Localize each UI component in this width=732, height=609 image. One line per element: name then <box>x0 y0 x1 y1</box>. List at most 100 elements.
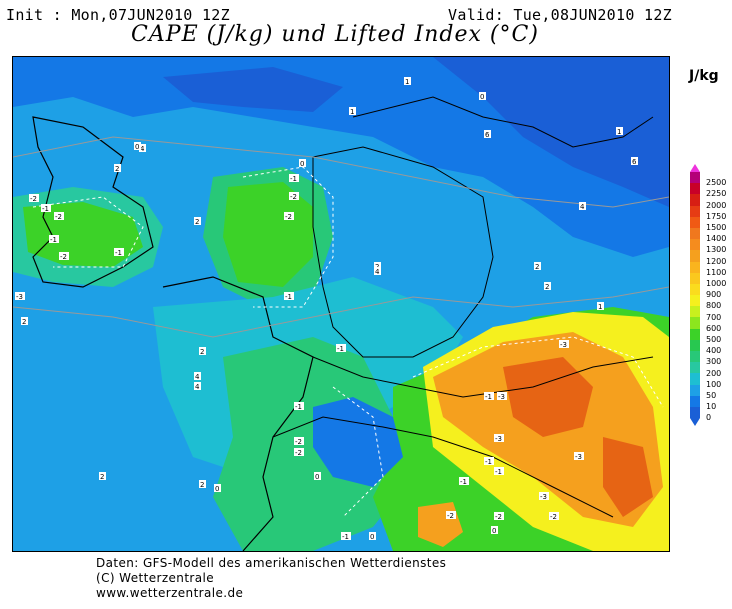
li-label: -2 <box>549 512 559 521</box>
svg-text:1: 1 <box>617 128 621 136</box>
svg-text:-2: -2 <box>60 253 67 261</box>
legend-swatch <box>690 250 700 262</box>
li-label: 6 <box>631 157 638 166</box>
legend-label: 0 <box>706 413 712 423</box>
li-label: -1 <box>484 392 494 401</box>
legend-label: 400 <box>706 346 722 356</box>
li-label: -1 <box>41 204 51 213</box>
valid-time: Valid: Tue,08JUN2010 12Z <box>448 6 672 24</box>
li-label: 2 <box>114 164 121 173</box>
li-label: -2 <box>59 252 69 261</box>
legend-label: 1100 <box>706 267 727 277</box>
footer-copyright: (C) Wetterzentrale <box>96 571 215 585</box>
benelux-bright <box>223 182 313 287</box>
svg-text:-1: -1 <box>495 468 502 476</box>
svg-text:-2: -2 <box>295 438 302 446</box>
li-label: 4 <box>194 372 201 381</box>
svg-text:4: 4 <box>580 203 585 211</box>
legend-label: 50 <box>706 391 717 400</box>
li-label: -2 <box>284 212 294 221</box>
svg-text:-1: -1 <box>285 293 292 301</box>
li-label: 2 <box>534 262 541 271</box>
svg-text:-3: -3 <box>560 341 567 349</box>
cape-legend: 2500 2250 2000 1750 1500 1400 1300 1200 1100 1000… <box>690 164 726 427</box>
svg-text:-1: -1 <box>485 458 492 466</box>
svg-text:-1: -1 <box>295 403 302 411</box>
legend-label: 900 <box>706 290 722 300</box>
legend-swatch <box>690 239 700 251</box>
svg-text:-2: -2 <box>290 193 297 201</box>
svg-text:-1: -1 <box>42 205 49 213</box>
svg-text:-1: -1 <box>342 533 349 541</box>
li-label: 0 <box>479 92 486 101</box>
map-title: CAPE (J/kg) und Lifted Index (°C) <box>131 22 539 47</box>
svg-text:-2: -2 <box>285 213 292 221</box>
svg-text:2: 2 <box>115 165 119 173</box>
li-label: -1 <box>341 532 351 541</box>
svg-text:2: 2 <box>200 348 204 356</box>
li-label: 2 <box>544 282 551 291</box>
legend-swatch <box>690 227 700 240</box>
li-label: -2 <box>294 448 304 457</box>
legend-swatch <box>690 216 700 228</box>
svg-text:-1: -1 <box>50 236 57 244</box>
li-label: -2 <box>289 192 299 201</box>
svg-text:-2: -2 <box>550 513 557 521</box>
ne-dark-blue <box>433 57 669 207</box>
svg-text:-2: -2 <box>295 449 302 457</box>
legend-label: 10 <box>706 402 717 412</box>
svg-text:-2: -2 <box>30 195 37 203</box>
svg-text:2: 2 <box>200 481 204 489</box>
svg-text:4: 4 <box>195 373 200 381</box>
legend-swatch <box>690 283 700 296</box>
svg-text:-2: -2 <box>495 513 502 521</box>
svg-text:-2: -2 <box>447 512 454 520</box>
li-label: -1 <box>284 292 294 301</box>
legend-label: 300 <box>706 357 722 367</box>
li-label: 0 <box>369 532 376 541</box>
svg-text:4: 4 <box>375 268 380 276</box>
svg-text:-1: -1 <box>485 393 492 401</box>
legend-label: 1750 <box>706 211 727 221</box>
legend-swatch <box>690 362 700 374</box>
svg-text:-3: -3 <box>498 393 505 401</box>
svg-text:0: 0 <box>135 143 139 151</box>
li-label: 2 <box>21 317 28 326</box>
footer: Daten: GFS-Modell des amerikanischen Wet… <box>96 556 446 601</box>
legend-label: 1200 <box>706 256 727 266</box>
cape-dark-orange <box>503 357 593 437</box>
legend-label: 2000 <box>706 200 727 210</box>
legend-swatch <box>690 194 700 206</box>
svg-text:6: 6 <box>632 158 637 166</box>
svg-text:1: 1 <box>350 108 354 116</box>
li-label: 0 <box>134 142 141 151</box>
svg-text:-3: -3 <box>495 435 502 443</box>
svg-text:0: 0 <box>215 485 219 493</box>
legend-label: 500 <box>706 335 722 344</box>
legend-label: 1500 <box>706 223 727 232</box>
legend-bottom-arrow <box>690 418 700 427</box>
legend-swatch <box>690 272 700 284</box>
svg-text:2: 2 <box>545 283 549 291</box>
li-label: -3 <box>494 434 504 443</box>
svg-text:-3: -3 <box>16 293 23 301</box>
init-time: Init : Mon,07JUN2010 12Z <box>6 6 230 24</box>
li-label: -1 <box>484 457 494 466</box>
li-label: 2 <box>194 217 201 226</box>
li-label: -2 <box>29 194 39 203</box>
legend-swatch <box>690 261 700 273</box>
li-label: -3 <box>15 292 25 301</box>
svg-text:0: 0 <box>300 160 304 168</box>
legend-swatch <box>690 384 700 396</box>
li-label: 4 <box>374 267 381 276</box>
li-label: -1 <box>114 248 124 257</box>
legend-unit: J/kg <box>689 68 719 84</box>
svg-text:-1: -1 <box>290 175 297 183</box>
li-label: -1 <box>294 402 304 411</box>
svg-text:2: 2 <box>100 473 104 481</box>
legend-swatch <box>690 373 700 385</box>
svg-text:0: 0 <box>480 93 484 101</box>
svg-text:-3: -3 <box>575 453 582 461</box>
legend-swatch <box>690 306 700 318</box>
legend-top-arrow <box>690 164 700 172</box>
